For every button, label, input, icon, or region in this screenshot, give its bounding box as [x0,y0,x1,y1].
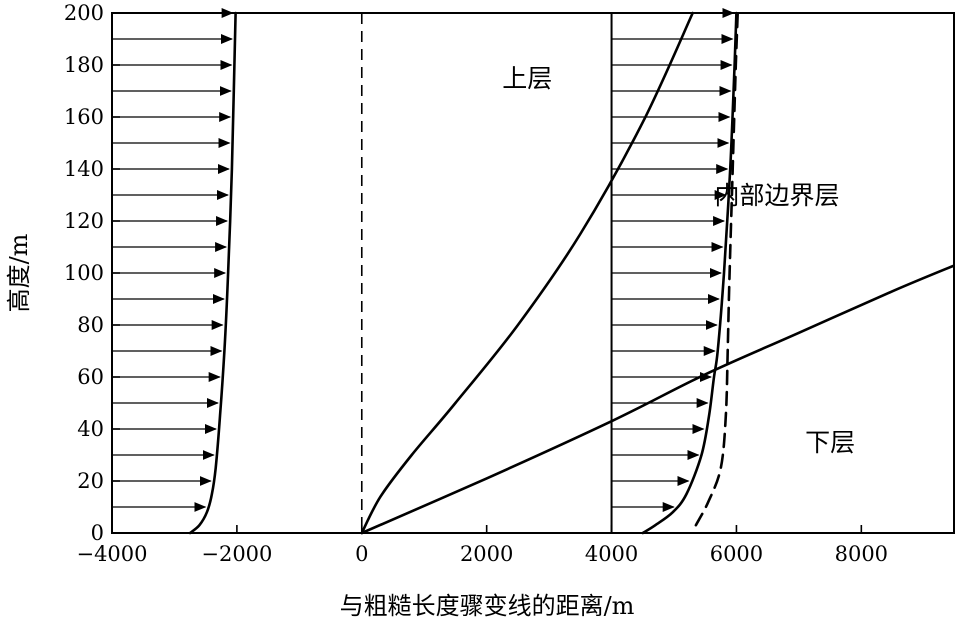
label-lower: 下层 [805,428,855,457]
label-ibl: 内部边界层 [715,181,840,210]
y-axis: 0 20 40 60 80 100 120 140 160 180 200 [64,1,120,545]
x-tick-label: 8000 [835,542,888,566]
y-tick-label: 180 [64,53,104,77]
x-tick-label: 4000 [585,542,638,566]
x-axis-title: 与粗糙长度骤变线的距离/m [340,592,635,620]
y-tick-label: 80 [77,313,104,337]
label-upper: 上层 [502,64,552,93]
y-tick-label: 20 [77,469,104,493]
y-tick-label: 160 [64,105,104,129]
x-tick-label: −4000 [76,542,147,566]
y-axis-title: 高度/m [5,233,33,312]
x-tick-label: 6000 [710,542,763,566]
upwind-wind-profile-curve [188,11,237,535]
upper-layer-boundary-curve [360,11,694,535]
upstream-reference-profile-curve [694,11,739,527]
x-axis: −4000 −2000 0 2000 4000 6000 8000 [76,525,888,566]
downwind-wind-profile-curve [641,11,738,535]
y-tick-label: 200 [64,1,104,25]
velocity-arrows [112,8,735,512]
y-tick-label: 120 [64,209,104,233]
y-tick-label: 60 [77,365,104,389]
lower-layer-boundary-curve [360,263,955,535]
y-tick-label: 0 [91,521,104,545]
y-tick-label: 100 [64,261,104,285]
x-tick-label: 2000 [460,542,513,566]
y-tick-label: 140 [64,157,104,181]
profile-curves [188,11,955,535]
x-tick-label: 0 [355,542,368,566]
x-tick-label: −2000 [201,542,272,566]
y-tick-label: 40 [77,417,104,441]
